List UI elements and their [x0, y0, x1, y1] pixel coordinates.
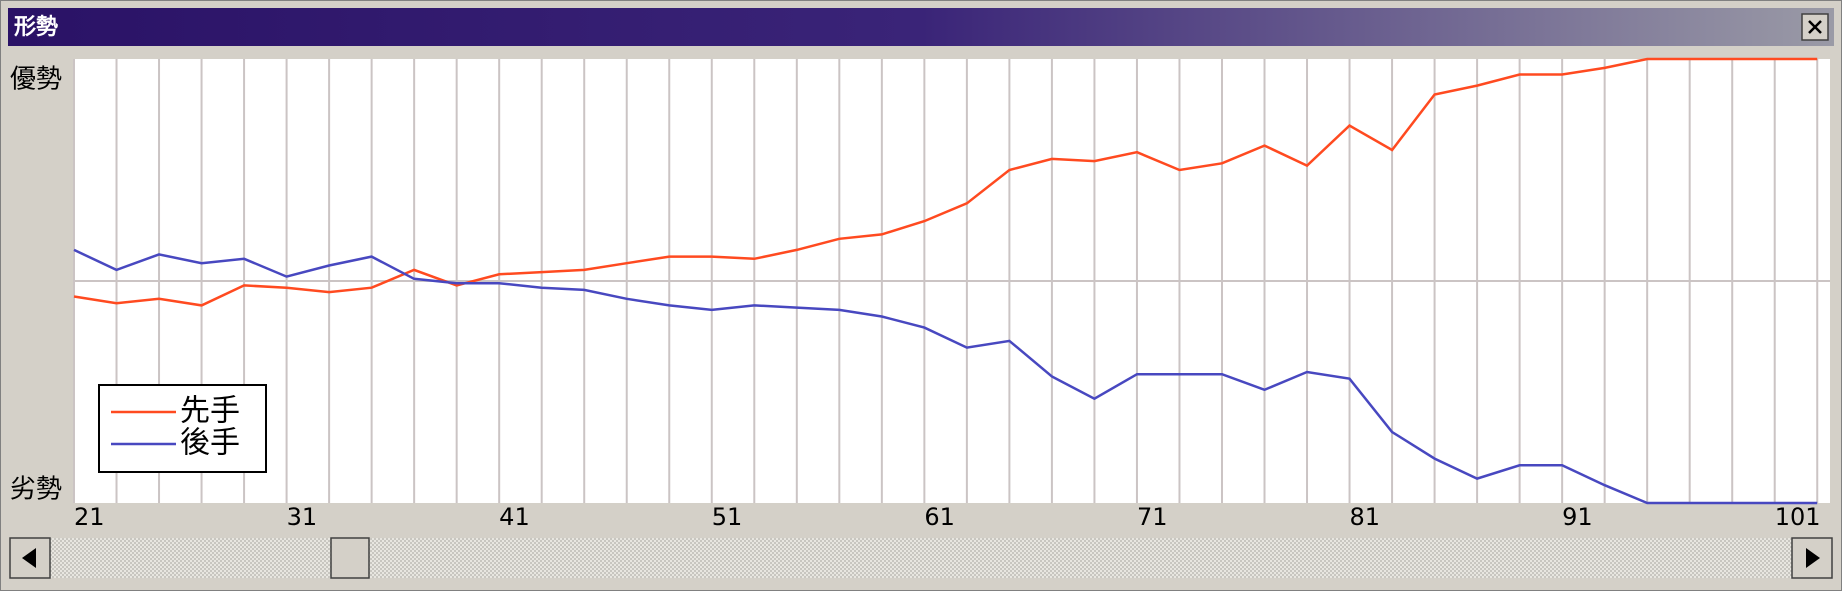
- plot: [73, 57, 1830, 505]
- title-bar: [8, 8, 1834, 46]
- legend-label: 先手: [180, 394, 240, 429]
- scroll-right[interactable]: [1791, 537, 1833, 579]
- legend-box: [98, 384, 267, 473]
- y-top-label: 優勢: [10, 65, 62, 95]
- scroll-thumb[interactable]: [330, 537, 370, 579]
- x-tick-label: 101: [1775, 503, 1821, 531]
- x-tick-label: 71: [1137, 503, 1168, 531]
- series-line: [73, 57, 1818, 307]
- window-title: 形勢: [14, 14, 58, 40]
- x-tick-label: 41: [499, 503, 530, 531]
- y-bottom-label: 劣勢: [10, 475, 62, 505]
- series-line: [73, 248, 1818, 505]
- x-tick-label: 31: [287, 503, 318, 531]
- close-button[interactable]: [1801, 13, 1829, 41]
- legend-label: 後手: [180, 426, 240, 461]
- x-tick-label: 61: [924, 503, 955, 531]
- scrollbar[interactable]: [9, 537, 1833, 579]
- x-tick-label: 51: [712, 503, 743, 531]
- x-tick-label: 91: [1562, 503, 1593, 531]
- x-tick-label: 21: [74, 503, 105, 531]
- x-tick-label: 81: [1350, 503, 1381, 531]
